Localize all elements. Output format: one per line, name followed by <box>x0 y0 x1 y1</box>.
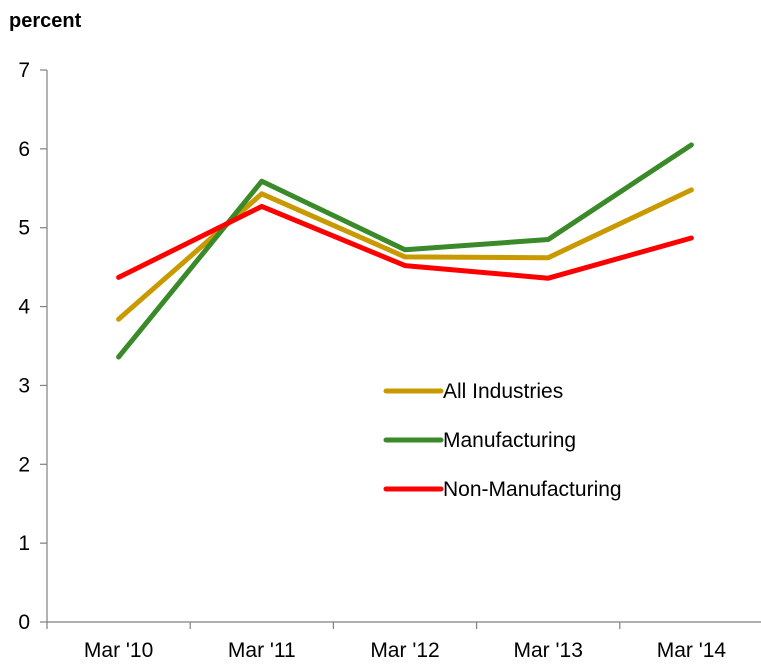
legend: All Industries Manufacturing Non-Manufactu… <box>383 380 622 501</box>
legend-label: All Industries <box>443 380 563 403</box>
x-tick-label: Mar '10 <box>84 639 153 662</box>
y-tick-label: 0 <box>18 611 30 634</box>
y-tick-label: 3 <box>18 374 30 397</box>
legend-item: Manufacturing <box>383 429 576 452</box>
x-axis-ticks: Mar '10 Mar '11 Mar '12 Mar '13 Mar '14 <box>46 622 727 662</box>
legend-label: Manufacturing <box>443 429 576 452</box>
legend-label: Non-Manufacturing <box>443 478 622 501</box>
series-line-manufacturing <box>116 142 694 360</box>
y-tick-label: 4 <box>18 296 30 319</box>
y-tick-label: 7 <box>18 59 30 82</box>
y-unit-label: percent <box>9 10 82 32</box>
legend-item: Non-Manufacturing <box>383 478 622 501</box>
series-line-non-manufacturing <box>116 203 694 281</box>
x-tick-label: Mar '11 <box>228 639 296 662</box>
x-tick-label: Mar '13 <box>514 639 583 662</box>
x-tick-label: Mar '14 <box>657 639 727 662</box>
y-axis-ticks: 0 1 2 3 4 5 6 7 <box>18 59 47 634</box>
series-lines <box>116 142 694 360</box>
legend-item: All Industries <box>383 380 563 403</box>
y-tick-label: 6 <box>18 138 30 161</box>
series-line-all-industries <box>116 187 694 322</box>
y-tick-label: 5 <box>18 217 30 240</box>
x-tick-label: Mar '12 <box>370 639 439 662</box>
y-tick-label: 2 <box>18 453 30 476</box>
y-tick-label: 1 <box>18 532 30 555</box>
axes <box>46 70 761 623</box>
